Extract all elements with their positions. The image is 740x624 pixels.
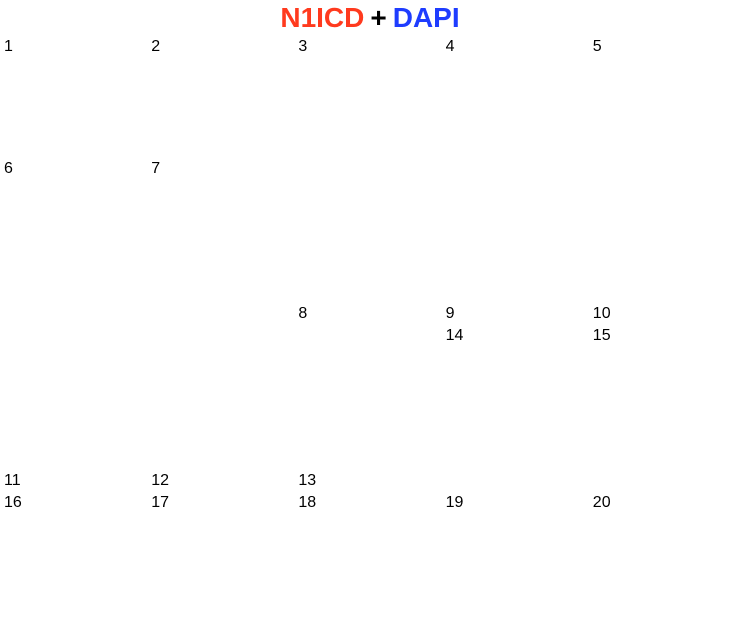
arrowhead-layer bbox=[326, 201, 356, 244]
panel-label: 11 bbox=[4, 472, 21, 490]
panel-label: 4 bbox=[445, 38, 455, 55]
arrowhead bbox=[326, 369, 356, 412]
image-panel: 7 bbox=[151, 160, 294, 323]
panel-label: 20 bbox=[592, 494, 611, 512]
panel-label: 6 bbox=[4, 159, 13, 177]
image-panel: 20 bbox=[593, 494, 736, 612]
arrowhead bbox=[32, 369, 62, 412]
image-panel: 12 bbox=[151, 327, 294, 490]
arrowhead-layer bbox=[326, 369, 356, 412]
arrowhead-layer bbox=[620, 201, 650, 244]
arrowhead-layer bbox=[473, 201, 503, 244]
panel-label: 3 bbox=[298, 38, 308, 55]
panel-label: 5 bbox=[592, 38, 602, 55]
title-part: DAPI bbox=[392, 2, 460, 33]
image-panel: 11 bbox=[4, 327, 147, 490]
panel-label: 7 bbox=[151, 159, 161, 177]
image-panel: 6 bbox=[4, 160, 147, 323]
arrowhead-layer bbox=[179, 369, 209, 412]
arrowhead-layer bbox=[32, 369, 62, 412]
title-part: N1ICD bbox=[280, 2, 365, 33]
image-panel: 2 bbox=[151, 38, 294, 156]
arrowhead bbox=[473, 201, 503, 244]
image-panel: 13 bbox=[298, 327, 441, 490]
panel-label: 15 bbox=[592, 327, 611, 344]
title-part: + bbox=[370, 2, 387, 33]
panel-label: 12 bbox=[151, 472, 169, 490]
panel-label: 2 bbox=[151, 38, 161, 55]
panel-label: 10 bbox=[592, 304, 611, 322]
panel-grid: 1 2 3 4 5 6 7 8 9 10 11 12 13 14 15 16 17 18 19 20 bbox=[4, 38, 736, 612]
panel-label: 1 bbox=[4, 38, 13, 55]
panel-label: 14 bbox=[445, 327, 464, 344]
image-panel: 15 bbox=[593, 327, 736, 490]
image-panel: 18 bbox=[298, 494, 441, 612]
arrowhead bbox=[179, 369, 209, 412]
panel-label: 13 bbox=[298, 472, 317, 490]
image-panel: 17 bbox=[151, 494, 294, 612]
image-panel: 19 bbox=[446, 494, 589, 612]
panel-label: 18 bbox=[298, 494, 317, 512]
image-panel: 3 bbox=[298, 38, 441, 156]
image-panel: 8 bbox=[298, 160, 441, 323]
image-panel: 16 bbox=[4, 494, 147, 612]
scale-bar bbox=[694, 597, 724, 600]
image-panel: 5 bbox=[593, 38, 736, 156]
image-panel: 14 bbox=[446, 327, 589, 490]
panel-label: 19 bbox=[445, 494, 464, 512]
image-panel: 4 bbox=[446, 38, 589, 156]
panel-label: 17 bbox=[151, 494, 169, 512]
panel-label: 8 bbox=[298, 305, 308, 322]
arrowhead bbox=[620, 201, 650, 244]
image-panel: 1 bbox=[4, 38, 147, 156]
panel-label: 16 bbox=[4, 494, 22, 512]
image-panel: 9 bbox=[446, 160, 589, 323]
image-panel: 10 bbox=[593, 160, 736, 323]
figure-title: N1ICD + DAPI bbox=[0, 0, 740, 36]
panel-label: 9 bbox=[445, 305, 455, 322]
arrowhead bbox=[326, 201, 356, 244]
